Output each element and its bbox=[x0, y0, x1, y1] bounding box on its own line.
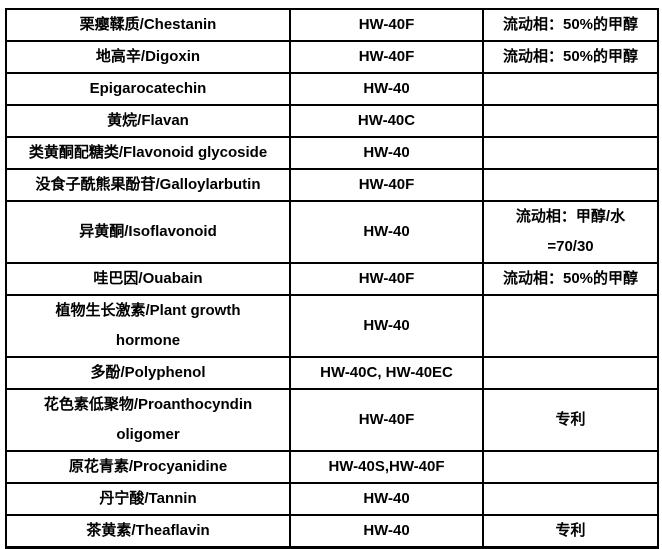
note-cell bbox=[482, 168, 659, 202]
compound-cell: Epigarocatechin bbox=[5, 72, 291, 106]
table-row: 多酚/Polyphenol HW-40C, HW-40EC bbox=[5, 356, 659, 390]
note-cell bbox=[482, 136, 659, 170]
table-row: 丹宁酸/Tannin HW-40 bbox=[5, 482, 659, 516]
table-row: 植物生长激素/Plant growth hormone HW-40 bbox=[5, 294, 659, 358]
compound-cell: 哇巴因/Ouabain bbox=[5, 262, 291, 296]
resin-code-cell: HW-40C, HW-40EC bbox=[289, 356, 484, 390]
note-cell bbox=[482, 482, 659, 516]
table-row: 黄烷/Flavan HW-40C bbox=[5, 104, 659, 138]
table-row: 异黄酮/Isoflavonoid HW-40 流动相：甲醇/水 =70/30 bbox=[5, 200, 659, 264]
note-cell: 流动相：50%的甲醇 bbox=[482, 8, 659, 42]
table-row: 地高辛/Digoxin HW-40F 流动相：50%的甲醇 bbox=[5, 40, 659, 74]
compound-cell: 没食子酰熊果酚苷/Galloylarbutin bbox=[5, 168, 291, 202]
table-row: 栗瘿鞣质/Chestanin HW-40F 流动相：50%的甲醇 bbox=[5, 8, 659, 42]
resin-code-cell: HW-40F bbox=[289, 388, 484, 452]
resin-code-cell: HW-40F bbox=[289, 168, 484, 202]
table-row: 类黄酮配糖类/Flavonoid glycoside HW-40 bbox=[5, 136, 659, 170]
compound-resin-table: 栗瘿鞣质/Chestanin HW-40F 流动相：50%的甲醇 地高辛/Digoxi… bbox=[5, 8, 659, 549]
resin-code-cell: HW-40S,HW-40F bbox=[289, 450, 484, 484]
compound-cell: 多酚/Polyphenol bbox=[5, 356, 291, 390]
resin-code-cell: HW-40F bbox=[289, 262, 484, 296]
resin-code-cell: HW-40 bbox=[289, 514, 484, 549]
compound-cell: 栗瘿鞣质/Chestanin bbox=[5, 8, 291, 42]
note-cell: 专利 bbox=[482, 514, 659, 549]
note-cell bbox=[482, 104, 659, 138]
resin-code-cell: HW-40F bbox=[289, 8, 484, 42]
note-cell bbox=[482, 294, 659, 358]
table-row: 原花青素/Procyanidine HW-40S,HW-40F bbox=[5, 450, 659, 484]
resin-code-cell: HW-40 bbox=[289, 482, 484, 516]
compound-cell: 地高辛/Digoxin bbox=[5, 40, 291, 74]
compound-cell: 花色素低聚物/Proanthocyndin oligomer bbox=[5, 388, 291, 452]
compound-cell: 丹宁酸/Tannin bbox=[5, 482, 291, 516]
resin-code-cell: HW-40 bbox=[289, 72, 484, 106]
resin-code-cell: HW-40F bbox=[289, 40, 484, 74]
table-row: 花色素低聚物/Proanthocyndin oligomer HW-40F 专利 bbox=[5, 388, 659, 452]
note-cell bbox=[482, 450, 659, 484]
resin-code-cell: HW-40 bbox=[289, 136, 484, 170]
note-cell bbox=[482, 356, 659, 390]
note-cell bbox=[482, 72, 659, 106]
compound-cell: 茶黄素/Theaflavin bbox=[5, 514, 291, 549]
compound-resin-table-container: 栗瘿鞣质/Chestanin HW-40F 流动相：50%的甲醇 地高辛/Digoxi… bbox=[5, 8, 659, 549]
resin-code-cell: HW-40 bbox=[289, 200, 484, 264]
table-row: Epigarocatechin HW-40 bbox=[5, 72, 659, 106]
resin-code-cell: HW-40 bbox=[289, 294, 484, 358]
compound-cell: 黄烷/Flavan bbox=[5, 104, 291, 138]
note-cell: 流动相：50%的甲醇 bbox=[482, 262, 659, 296]
note-cell: 流动相：甲醇/水 =70/30 bbox=[482, 200, 659, 264]
compound-cell: 植物生长激素/Plant growth hormone bbox=[5, 294, 291, 358]
table-row: 茶黄素/Theaflavin HW-40 专利 bbox=[5, 514, 659, 549]
resin-code-cell: HW-40C bbox=[289, 104, 484, 138]
table-body: 栗瘿鞣质/Chestanin HW-40F 流动相：50%的甲醇 地高辛/Digoxi… bbox=[5, 8, 659, 549]
compound-cell: 类黄酮配糖类/Flavonoid glycoside bbox=[5, 136, 291, 170]
compound-cell: 原花青素/Procyanidine bbox=[5, 450, 291, 484]
note-cell: 流动相：50%的甲醇 bbox=[482, 40, 659, 74]
table-row: 没食子酰熊果酚苷/Galloylarbutin HW-40F bbox=[5, 168, 659, 202]
compound-cell: 异黄酮/Isoflavonoid bbox=[5, 200, 291, 264]
note-cell: 专利 bbox=[482, 388, 659, 452]
table-row: 哇巴因/Ouabain HW-40F 流动相：50%的甲醇 bbox=[5, 262, 659, 296]
